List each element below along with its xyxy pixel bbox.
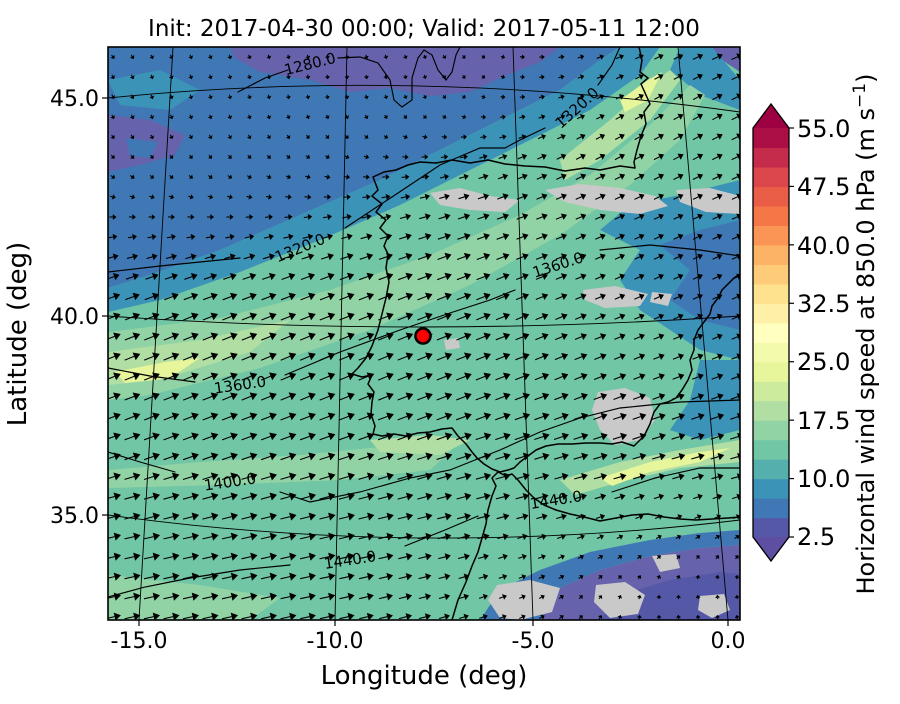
colorbar-bin [753, 225, 789, 246]
cbar-axis-label: Horizontal wind speed at 850.0 hPa (m s−… [850, 73, 880, 594]
height-contour-line [108, 564, 291, 598]
coastline [451, 471, 740, 620]
colorbar-bin [753, 342, 789, 363]
colorbar-bin [753, 400, 789, 421]
masked-terrain-region [676, 188, 740, 214]
colorbar-over-arrow [753, 104, 789, 128]
graticule-parallel [108, 315, 740, 328]
colorbar-bin [753, 186, 789, 207]
height-contour-line [344, 127, 546, 229]
height-contour-line [279, 399, 740, 503]
y-axis-label: Latitude (deg) [3, 242, 33, 427]
colorbar-bin [753, 439, 789, 460]
wind-quiver-heads [110, 53, 740, 620]
coastline [351, 47, 740, 473]
height-contour-line [599, 244, 740, 257]
speed-band-region [126, 138, 158, 158]
speed-band-region [670, 360, 740, 440]
x-axis-label: Longitude (deg) [321, 661, 528, 691]
speed-band-region [108, 47, 660, 312]
speed-band-region [712, 47, 740, 72]
colorbar-bin [753, 381, 789, 402]
colorbar-bin [753, 303, 789, 324]
x-tick-3: 0.0 [711, 629, 746, 654]
height-contour-line [404, 515, 479, 547]
speed-band-region [108, 70, 200, 110]
speed-band-region [370, 435, 470, 455]
graticule-meridian [677, 47, 729, 620]
colorbar-bin [753, 478, 789, 499]
y-tick-1: 40.0 [50, 305, 99, 330]
colorbar-bin [753, 128, 789, 149]
masked-terrain-region [444, 338, 460, 350]
colorbar-bin [753, 264, 789, 285]
cbar-tick-3: 32.5 [797, 290, 850, 318]
cbar-tick-5: 17.5 [797, 407, 850, 435]
cbar-tick-1: 47.5 [797, 173, 850, 201]
x-tick-1: -10.0 [307, 629, 364, 654]
y-tick-0: 45.0 [50, 87, 99, 112]
colorbar-bin [753, 498, 789, 519]
masked-terrain-region [430, 188, 520, 212]
height-contour-line [108, 257, 241, 273]
height-contour-line [237, 69, 289, 93]
colorbar-bin [753, 517, 789, 538]
colorbar-bin [753, 420, 789, 441]
height-contour-line [611, 467, 740, 493]
colorbar-under-arrow [753, 537, 789, 561]
cbar-tick-0: 55.0 [797, 115, 850, 143]
axes-overlay [102, 97, 729, 626]
height-contour-line [597, 47, 621, 86]
speed-band-region [670, 47, 740, 110]
colorbar-bin [753, 147, 789, 168]
colorbar-bin [753, 361, 789, 382]
colorbar [752, 102, 794, 563]
colorbar-bin [753, 322, 789, 343]
speed-band-region [230, 47, 560, 96]
wind-quiver-shafts [108, 54, 739, 620]
speed-band-region [108, 47, 620, 288]
colorbar-bin [753, 166, 789, 188]
height-contour-line [337, 47, 461, 108]
cbar-tick-2: 40.0 [797, 232, 850, 260]
station-marker[interactable] [414, 327, 432, 345]
y-tick-2: 35.0 [50, 504, 99, 529]
plot-border [107, 46, 741, 621]
cbar-tick-4: 25.0 [797, 348, 850, 376]
masked-terrain-region [488, 580, 560, 620]
colorbar-bin [753, 205, 789, 226]
x-tick-0: -15.0 [111, 629, 168, 654]
masked-terrain-region [545, 184, 668, 214]
graticule-meridian [334, 47, 348, 620]
cbar-tick-7: 2.5 [797, 523, 835, 551]
speed-band-region [620, 72, 662, 112]
masked-terrain-region [652, 554, 680, 572]
map-canvas[interactable]: 1280.01320.01320.01360.01360.01400.01440… [105, 47, 744, 621]
plot-title: Init: 2017-04-30 00:00; Valid: 2017-05-1… [148, 16, 700, 42]
cbar-tick-6: 10.0 [797, 465, 850, 493]
masked-terrain-region [594, 582, 645, 618]
x-tick-2: -5.0 [512, 629, 555, 654]
height-contour-line [108, 367, 196, 383]
speed-band-region [108, 85, 705, 400]
masked-terrain-region [583, 286, 648, 308]
speed-band-region [560, 70, 680, 180]
colorbar-bin [753, 244, 789, 265]
colorbar-bin [753, 283, 789, 304]
masked-terrain-region [698, 594, 730, 618]
colorbar-bin [753, 459, 789, 480]
